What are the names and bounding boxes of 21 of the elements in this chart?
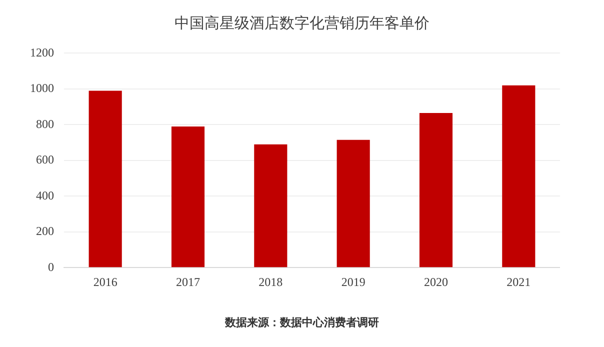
bar bbox=[419, 113, 453, 268]
y-tick-label: 0 bbox=[48, 260, 54, 274]
bar bbox=[254, 144, 288, 268]
x-tick-label: 2017 bbox=[176, 274, 200, 289]
x-tick-label: 2018 bbox=[258, 274, 283, 289]
bar bbox=[171, 126, 205, 268]
bar bbox=[88, 90, 122, 268]
bar bbox=[336, 140, 370, 268]
x-tick-label: 2016 bbox=[93, 274, 118, 289]
source-note: 数据来源：数据中心消费者调研 bbox=[224, 316, 380, 330]
y-tick-label: 400 bbox=[36, 188, 54, 202]
chart-title: 中国高星级酒店数字化营销历年客单价 bbox=[174, 14, 430, 33]
y-tick-label: 600 bbox=[36, 152, 54, 167]
y-tick-label: 200 bbox=[36, 224, 54, 238]
y-tick-label: 800 bbox=[36, 116, 54, 131]
x-tick-label: 2020 bbox=[424, 274, 448, 289]
y-tick-label: 1200 bbox=[30, 45, 54, 60]
x-tick-label: 2019 bbox=[341, 274, 366, 289]
bar bbox=[502, 85, 536, 268]
y-tick-label: 1000 bbox=[30, 81, 54, 96]
x-tick-label: 2021 bbox=[506, 274, 531, 289]
